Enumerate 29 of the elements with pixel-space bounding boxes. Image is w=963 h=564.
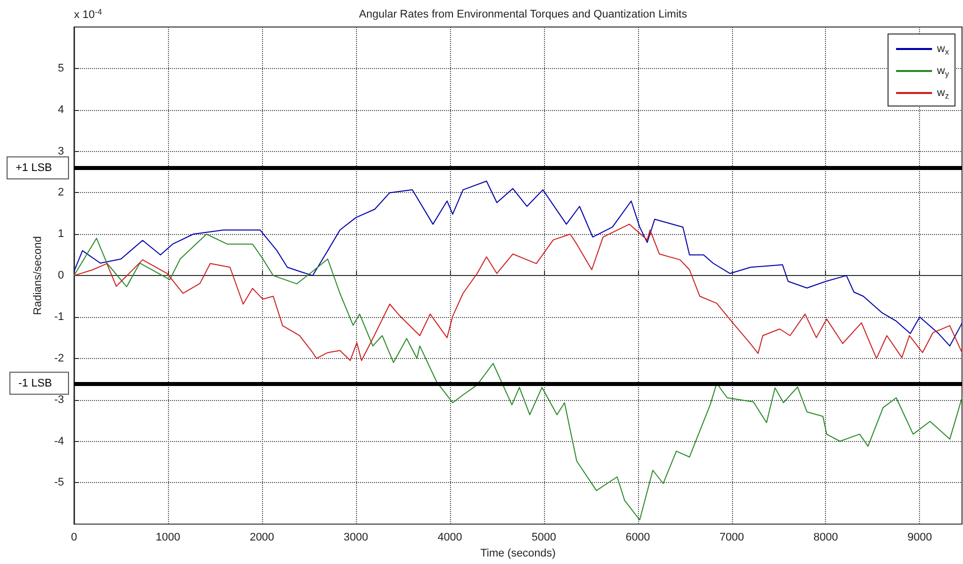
line-series [74, 224, 962, 361]
x-tick-label: 8000 [814, 532, 838, 544]
line-series [74, 234, 962, 520]
y-axis-title: Radians/second [32, 236, 44, 315]
y-tick-label: 1 [58, 228, 64, 240]
y-tick-label: -3 [54, 394, 64, 406]
line-series [74, 180, 962, 346]
chart-title: Angular Rates from Environmental Torques and Quantization Limits [358, 8, 688, 20]
y-tick-label: 5 [58, 62, 64, 74]
y-tick-label: 3 [58, 145, 64, 158]
y-tick-label: 0 [58, 270, 64, 282]
y-tick-label: -4 [54, 435, 64, 448]
x-tick-label: 6000 [626, 532, 650, 544]
y-tick-label: 2 [58, 186, 64, 199]
x-tick-label: 9000 [907, 532, 932, 544]
x-tick-label: 2000 [250, 532, 274, 544]
ref-line-label: -1 LSB [18, 377, 52, 390]
x-tick-label: 7000 [720, 532, 744, 544]
x-tick-label: 0 [70, 532, 78, 544]
y-tick-label: -2 [54, 352, 64, 364]
x-tick-label: 4000 [438, 532, 462, 544]
x-tick-label: 3000 [344, 532, 368, 544]
y-tick-label: -5 [54, 476, 64, 489]
ref-line-label: +1 LSB [16, 162, 52, 174]
y-tick-label: -1 [54, 310, 64, 323]
x-tick-label: 5000 [532, 532, 556, 544]
y-tick-label: 4 [58, 104, 64, 116]
x-axis-title: Time (seconds) [480, 548, 556, 560]
x-tick-label: 1000 [156, 532, 180, 544]
